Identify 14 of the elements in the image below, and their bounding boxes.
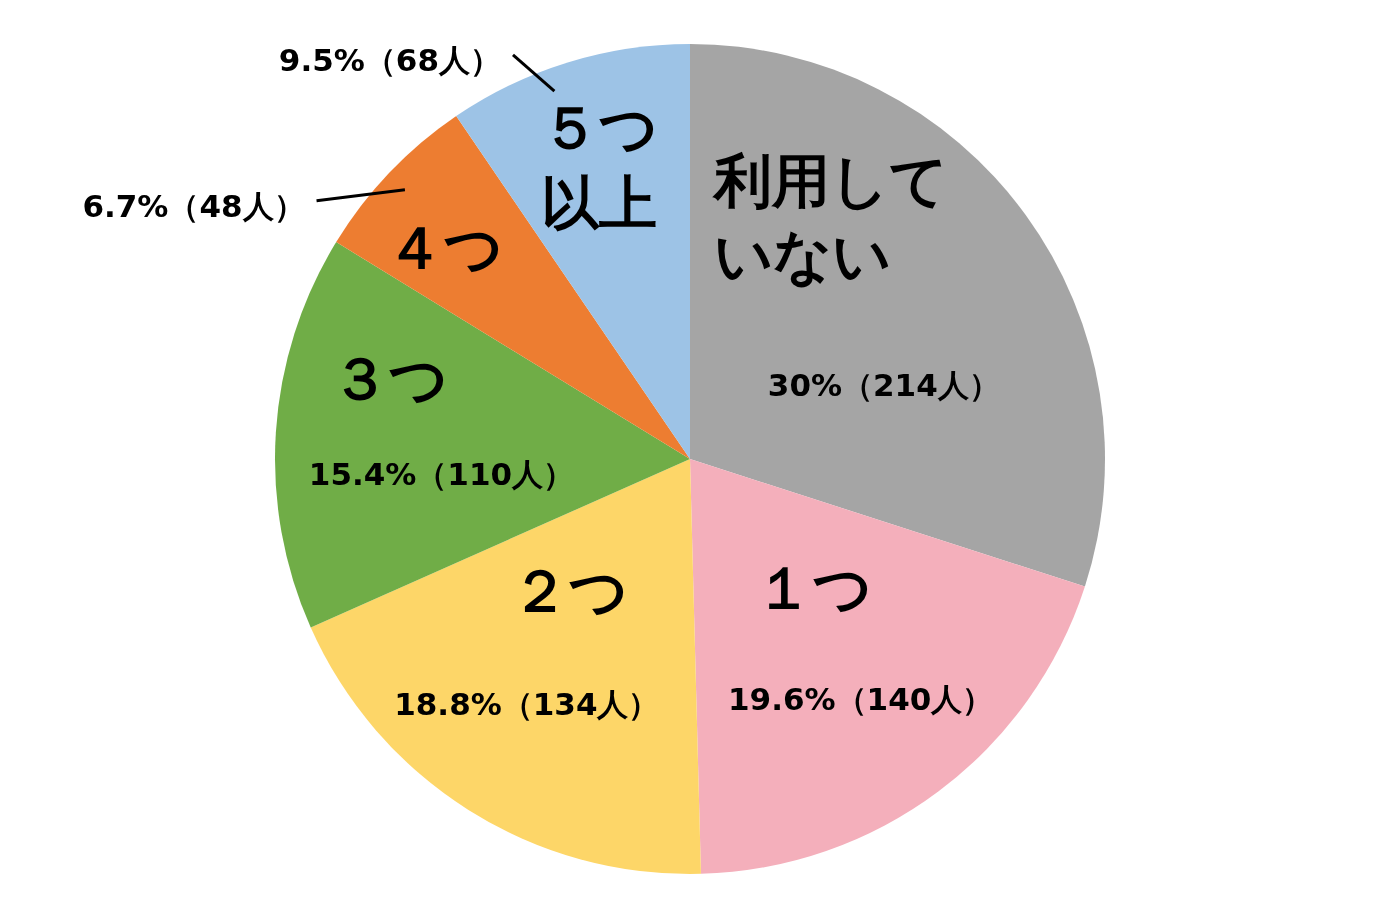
data-label: 15.4%（110人）	[308, 455, 575, 492]
pie-slice	[310, 459, 701, 874]
pie-slice	[690, 459, 1085, 874]
slice-label: ３つ	[330, 345, 448, 414]
slice-label: 利用していない	[711, 147, 948, 291]
data-label: 9.5%（68人）	[278, 41, 501, 78]
slice-label: １つ	[755, 553, 873, 622]
slice-label: ２つ	[511, 556, 629, 625]
slice-label: ４つ	[386, 213, 504, 282]
data-label: 18.8%（134人）	[394, 686, 660, 723]
slice-label: ５つ以上	[541, 93, 659, 238]
data-label: 19.6%（140人）	[728, 681, 994, 718]
data-label: 6.7%（48人）	[82, 187, 305, 224]
data-label: 30%（214人）	[767, 366, 1000, 403]
